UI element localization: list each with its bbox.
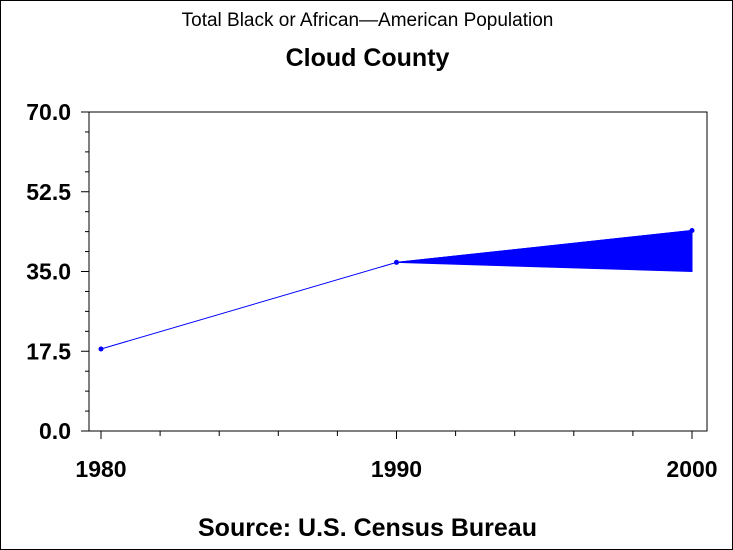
x-tick-label: 2000 <box>666 456 717 482</box>
chart-title: Total Black or African—American Populati… <box>181 10 554 31</box>
y-tick-label: 17.5 <box>26 338 71 364</box>
projection-band <box>396 229 693 273</box>
y-tick-label: 70.0 <box>26 99 71 125</box>
y-tick-label: 35.0 <box>26 259 71 285</box>
y-tick-label: 0.0 <box>39 418 71 444</box>
plot-frame <box>88 111 708 432</box>
data-point <box>689 227 695 233</box>
x-tick-label: 1990 <box>371 456 422 482</box>
y-tick-label: 52.5 <box>26 179 71 205</box>
data-point <box>394 259 399 265</box>
chart-subtitle: Cloud County <box>285 44 450 72</box>
x-tick-label: 1980 <box>75 456 126 482</box>
data-point <box>98 346 104 352</box>
source-footnote: Source: U.S. Census Bureau <box>198 514 537 542</box>
